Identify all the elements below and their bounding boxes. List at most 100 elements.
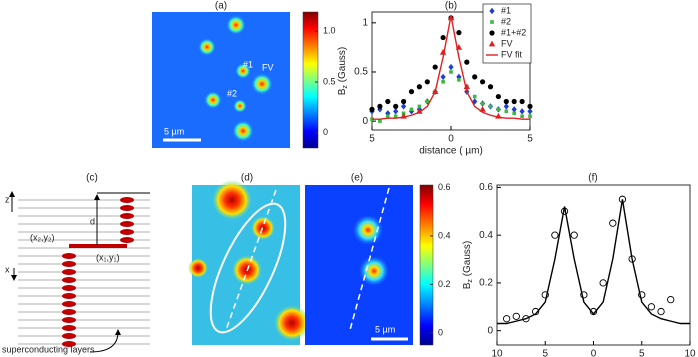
panel-label: (e): [351, 173, 363, 184]
annotation: FV: [262, 62, 274, 72]
plot-area: [496, 184, 691, 346]
y-axis-label-part: (Gauss): [462, 241, 473, 279]
data-point: [503, 103, 509, 110]
x-tick-label: 10: [491, 349, 503, 357]
x-tick-label: 5: [542, 349, 548, 357]
data-point: [401, 103, 407, 110]
x-tick-label: 5: [527, 134, 533, 145]
y-tick-label: 0.5: [354, 67, 368, 78]
colorbar-tick-label: 0: [323, 127, 328, 137]
x-tick-label: 5: [369, 134, 375, 145]
panel-label: (b): [445, 1, 457, 12]
data-point: [503, 98, 509, 105]
pancake: [62, 253, 76, 259]
data-point: [393, 114, 398, 119]
data-point: [551, 231, 559, 239]
data-point: [527, 103, 533, 109]
colorbar: [302, 11, 319, 149]
data-point: [609, 219, 617, 227]
y-tick-label: 0: [487, 325, 493, 336]
annotation: #2: [227, 88, 237, 98]
y-tick-label: 0: [362, 116, 368, 127]
data-point: [401, 98, 407, 105]
pancake: [120, 221, 134, 227]
scale-bar-label: 5 µm: [375, 324, 395, 334]
legend-label: #1: [501, 5, 511, 15]
layers-label: superconducting layers: [2, 344, 95, 354]
pancake: [62, 301, 76, 307]
data-point: [638, 291, 646, 299]
data-point: [495, 93, 501, 100]
heatmap-d: [188, 180, 310, 345]
data-point: [456, 30, 462, 36]
data-point: [441, 80, 445, 84]
x-tick-label: 0: [591, 349, 597, 357]
data-point: [378, 119, 382, 123]
y-axis-label: Bz (Gauss): [337, 47, 349, 96]
pancake: [62, 269, 76, 275]
legend-label: FV fit: [501, 49, 523, 59]
fit-line: [372, 15, 530, 120]
pancake: [120, 213, 134, 219]
pancake: [62, 261, 76, 267]
y-axis-label-part: z: [342, 85, 349, 89]
legend-label: #2: [501, 16, 511, 26]
pancake: [62, 309, 76, 315]
x-axis-label: distance ( µm): [419, 146, 483, 157]
y-tick-label: 0.2: [479, 278, 493, 289]
data-point: [425, 99, 430, 104]
colorbar-tick-label: 0.6: [438, 182, 451, 192]
data-point: [472, 74, 478, 80]
fit-line: [497, 199, 690, 325]
pancake: [62, 285, 76, 291]
axis-label: x: [5, 264, 10, 274]
data-point: [531, 307, 540, 316]
data-point: [519, 98, 525, 105]
data-point: [480, 101, 485, 106]
data-point: [527, 108, 533, 115]
pancake: [62, 317, 76, 323]
colorbar-tick-label: 1.0: [323, 26, 336, 36]
data-point: [472, 98, 478, 105]
y-axis-label-part: B: [337, 88, 348, 95]
pancake: [62, 277, 76, 283]
point-label: (x₁,y₁): [96, 252, 120, 262]
data-point: [502, 315, 511, 323]
data-point: [487, 84, 494, 90]
y-tick-label: 1: [362, 17, 368, 28]
colorbar-tick-label: 0.2: [438, 279, 451, 289]
data-point: [456, 73, 462, 81]
point-label: (x₂,y₂): [30, 232, 54, 242]
data-point: [511, 98, 517, 105]
data-point: [520, 114, 524, 119]
data-point: [519, 108, 525, 115]
data-point: [570, 231, 578, 239]
data-point: [393, 103, 399, 109]
colorbar-tick-label: 0.4: [438, 230, 451, 240]
data-point: [417, 104, 422, 109]
data-point: [488, 104, 493, 109]
y-axis-label-part: (Gauss): [337, 47, 348, 85]
legend-swatch: [488, 40, 496, 47]
data-point: [647, 303, 656, 311]
panel-label: (d): [241, 173, 253, 184]
heatmap-e: [305, 185, 413, 345]
data-point: [393, 108, 399, 115]
data-point: [408, 89, 415, 95]
legend-label: #1+#2: [501, 27, 526, 37]
pancake: [120, 205, 134, 211]
data-point: [464, 59, 470, 65]
data-point: [522, 315, 530, 323]
data-point: [439, 48, 447, 55]
data-point: [657, 307, 665, 316]
colorbar-tick-label: 0: [438, 327, 443, 337]
data-point: [480, 79, 486, 85]
legend-label: FV: [501, 38, 513, 48]
data-point: [472, 94, 477, 99]
scale-bar-label: 5 µm: [164, 126, 184, 136]
data-point: [667, 295, 675, 304]
y-axis-label-part: B: [462, 282, 473, 289]
panel-label: (c): [86, 173, 98, 184]
data-point: [377, 106, 383, 113]
